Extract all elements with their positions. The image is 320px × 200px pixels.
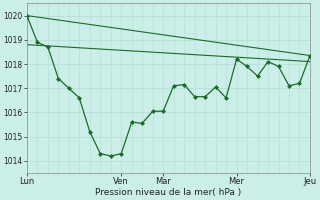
X-axis label: Pression niveau de la mer( hPa ): Pression niveau de la mer( hPa ) bbox=[95, 188, 242, 197]
